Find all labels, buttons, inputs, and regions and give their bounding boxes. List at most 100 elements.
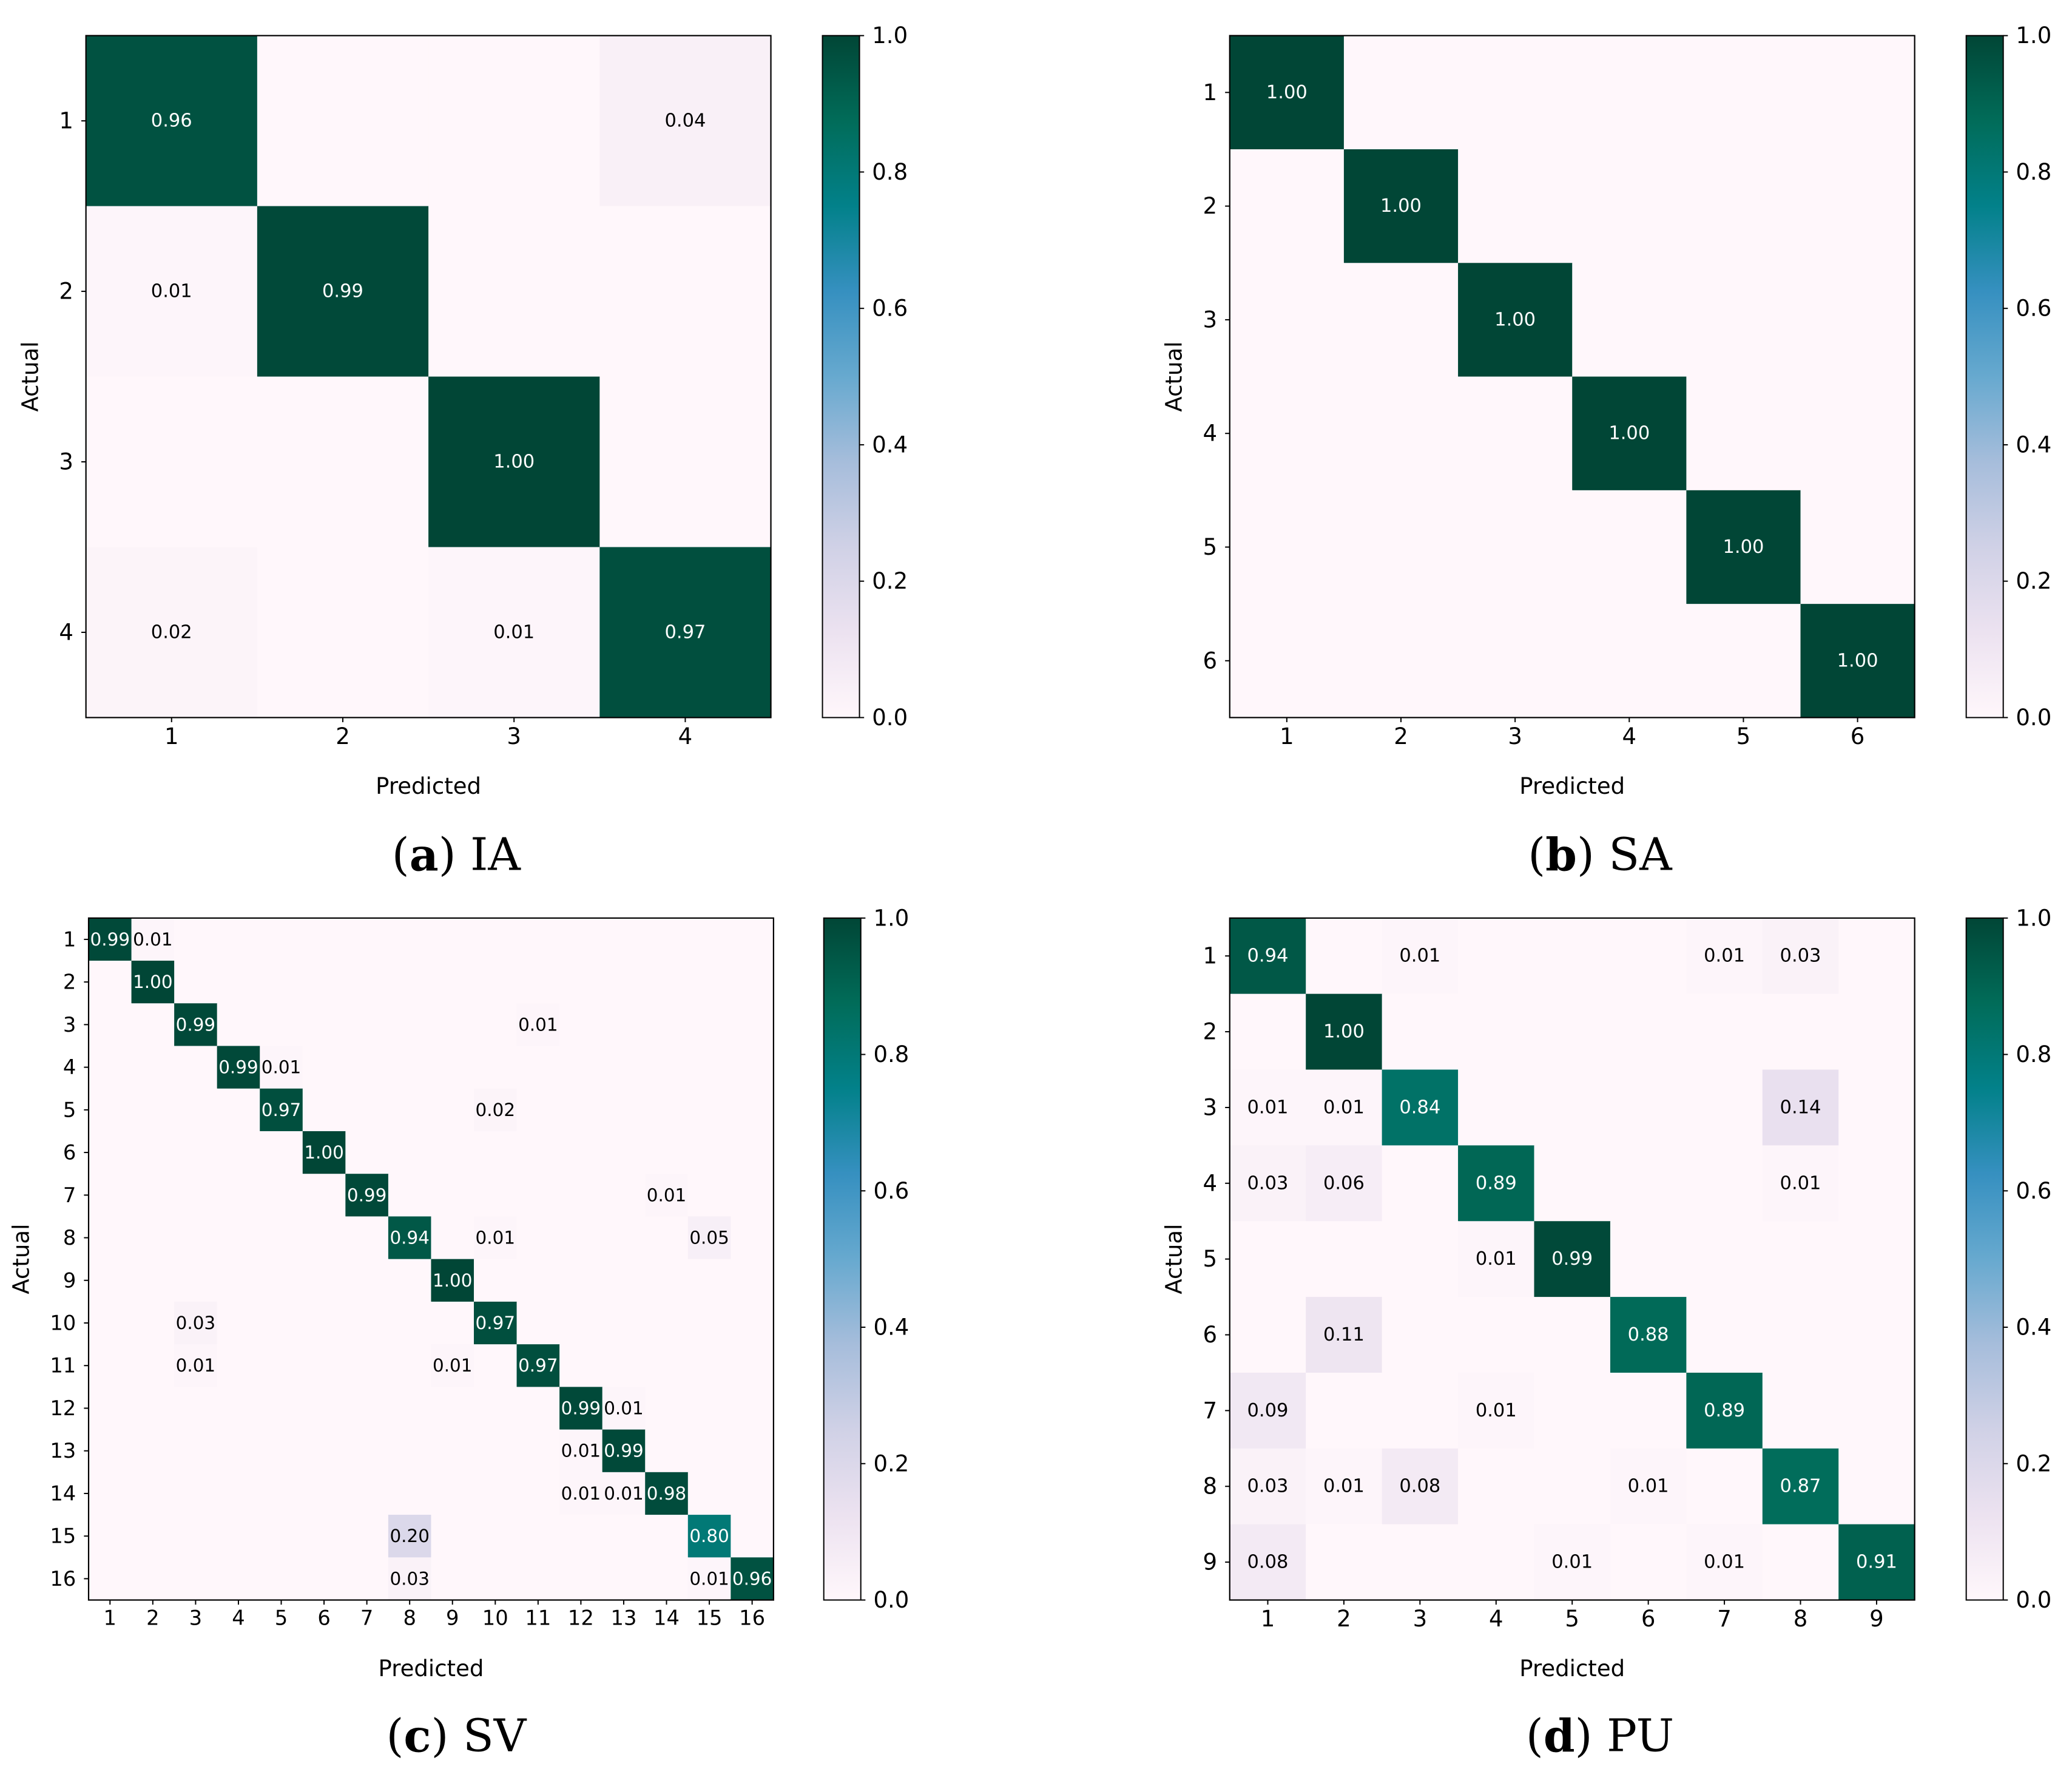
y-tick-label: 12 (50, 1396, 76, 1420)
x-tick-label: 14 (653, 1606, 680, 1630)
heatmap-cell (260, 1216, 303, 1260)
caption-paren-open: ( (1526, 1710, 1544, 1762)
y-tick-label: 4 (63, 1055, 76, 1079)
heatmap-cell (516, 1472, 560, 1515)
panel-caption: (d) PU (1526, 1710, 1674, 1762)
cell-value-label: 0.98 (647, 1483, 686, 1504)
heatmap-cell (89, 1387, 132, 1430)
heatmap-cell (174, 1174, 218, 1217)
heatmap-cell (388, 1387, 432, 1430)
x-tick-label: 3 (189, 1606, 202, 1630)
cell-value-label: 0.84 (1399, 1097, 1440, 1118)
heatmap-cell (1458, 604, 1573, 719)
colorbar-tick-label: 0.4 (872, 431, 908, 458)
heatmap-cell (731, 1216, 774, 1260)
cell-value-label: 0.20 (390, 1526, 429, 1546)
x-tick-label: 1 (164, 723, 179, 749)
heatmap-cell (131, 1216, 175, 1260)
heatmap-cell (559, 1088, 603, 1132)
heatmap-cell (1458, 1297, 1535, 1373)
heatmap-cell (1838, 918, 1915, 995)
heatmap-cell (260, 1088, 303, 1132)
heatmap-cell (687, 1515, 731, 1558)
heatmap-cell (1229, 1448, 1306, 1525)
cell-value-label: 0.11 (1323, 1324, 1365, 1345)
heatmap-cell (302, 1174, 346, 1217)
heatmap-cell (1610, 918, 1687, 995)
cell-value-label: 1.00 (1380, 195, 1422, 217)
heatmap-cell (1572, 35, 1687, 150)
heatmap-cell (599, 35, 772, 207)
y-axis-label: Actual (8, 1224, 34, 1294)
heatmap-cell (731, 1301, 774, 1345)
heatmap-cell (559, 1174, 603, 1217)
heatmap-cell (89, 918, 132, 961)
heatmap-cell (217, 1515, 260, 1558)
heatmap-cell (516, 1046, 560, 1089)
heatmap-cell (345, 1344, 389, 1387)
heatmap-cell (1572, 263, 1687, 377)
cell-value-label: 0.96 (151, 110, 192, 132)
heatmap-cell (131, 961, 175, 1004)
heatmap-cell (645, 1472, 689, 1515)
heatmap-cell (89, 1344, 132, 1387)
heatmap-cell (516, 1557, 560, 1601)
heatmap-cell (1229, 918, 1306, 995)
cell-value-label: 0.01 (1247, 1097, 1289, 1118)
heatmap-cell (687, 1259, 731, 1302)
heatmap-cell (302, 1557, 346, 1601)
colorbar-tick-label: 0.8 (872, 159, 908, 185)
x-tick-label: 4 (678, 723, 693, 749)
heatmap-cell (302, 1216, 346, 1260)
heatmap-cell (428, 547, 600, 719)
heatmap-cell (428, 376, 600, 548)
cell-value-label: 0.89 (1476, 1172, 1517, 1194)
heatmap-cell (217, 961, 260, 1004)
heatmap-cell (1686, 918, 1763, 995)
y-tick-label: 3 (63, 1013, 76, 1037)
x-tick-label: 7 (1717, 1606, 1732, 1632)
heatmap-cell (1610, 1524, 1687, 1601)
y-tick-label: 1 (59, 108, 73, 134)
heatmap-cell (1229, 993, 1306, 1071)
heatmap-cell (174, 1515, 218, 1558)
heatmap-cell (89, 1216, 132, 1260)
panel-caption: (a) IA (392, 828, 522, 881)
heatmap-cell (1382, 1448, 1459, 1525)
x-tick-label: 2 (146, 1606, 159, 1630)
x-tick-label: 12 (568, 1606, 594, 1630)
heatmap-cell (345, 1515, 389, 1558)
heatmap-cell (431, 1429, 474, 1473)
heatmap-cell (260, 1557, 303, 1601)
heatmap-cell (474, 1387, 518, 1430)
heatmap-cell (174, 1003, 218, 1047)
heatmap-cell (1458, 1145, 1535, 1222)
x-tick-label: 5 (1565, 1606, 1579, 1632)
heatmap-cell (217, 1472, 260, 1515)
y-tick-label: 13 (50, 1439, 76, 1463)
heatmap-cell (687, 1344, 731, 1387)
panel-caption: (c) SV (386, 1710, 527, 1762)
heatmap-cell (89, 1003, 132, 1047)
cell-value-label: 0.99 (218, 1057, 258, 1078)
heatmap-cell (260, 1429, 303, 1473)
cell-value-label: 0.01 (604, 1398, 643, 1418)
heatmap-cell (1229, 1221, 1306, 1297)
caption-letter: d (1544, 1710, 1575, 1762)
heatmap-cell (731, 1429, 774, 1473)
heatmap-cell (474, 1472, 518, 1515)
cell-value-label: 0.08 (1247, 1552, 1289, 1573)
heatmap-cell (1229, 1145, 1306, 1222)
cell-value-label: 0.01 (133, 929, 172, 950)
heatmap-cell (602, 1131, 646, 1174)
heatmap-cell (257, 376, 429, 548)
colorbar-tick-label: 0.0 (873, 1587, 909, 1613)
heatmap-cell (388, 1344, 432, 1387)
colorbar-tick-label: 0.4 (2016, 431, 2051, 458)
colorbar-tick-label: 1.0 (873, 905, 909, 931)
heatmap-cell (1382, 918, 1459, 995)
cell-value-label: 0.01 (433, 1355, 472, 1376)
x-axis-label: Predicted (376, 773, 481, 799)
heatmap-cell (1534, 1069, 1611, 1146)
x-tick-label: 6 (1641, 1606, 1656, 1632)
